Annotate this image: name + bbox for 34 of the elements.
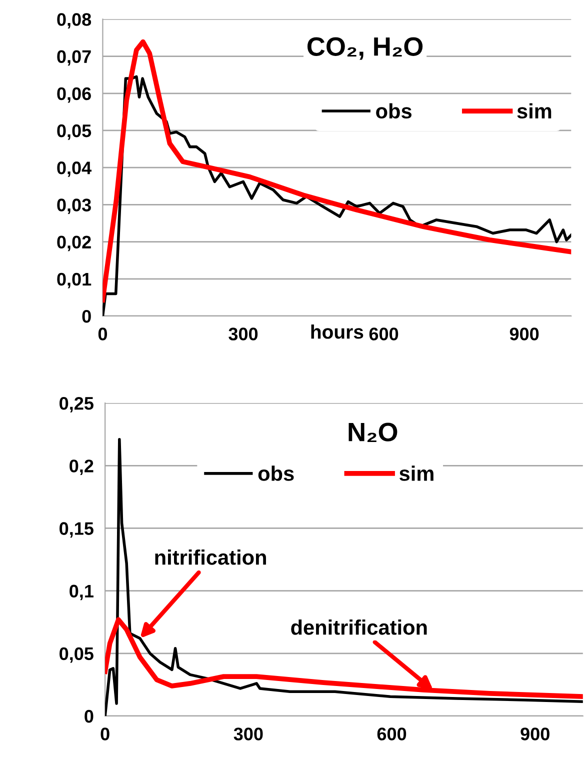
- legend-label: obs: [258, 466, 294, 481]
- y-tick-label: 0,02: [57, 236, 91, 252]
- x-tick-label: 300: [228, 328, 258, 340]
- y-tick-label: 0,03: [57, 198, 91, 214]
- text: N₂O: [348, 422, 398, 442]
- line-series: [105, 617, 583, 700]
- x-tick-label: 600: [369, 328, 398, 340]
- y-tick-label: 0: [82, 310, 91, 323]
- y-tick-label: 0,15: [60, 522, 94, 538]
- x-tick-label: 900: [520, 728, 550, 740]
- x-tick-label: 600: [377, 728, 406, 740]
- y-tick-label: 0,04: [57, 162, 92, 177]
- x-tick-label: 900: [510, 328, 539, 340]
- y-tick-label: 0,25: [60, 396, 94, 412]
- y-tick-label: 0,08: [57, 13, 92, 29]
- x-tick-label: 300: [234, 728, 263, 740]
- y-tick-label: 0,2: [70, 460, 94, 475]
- annotation: nitrification: [155, 550, 266, 565]
- x-tick-label: 0: [98, 328, 108, 340]
- y-tick-label: 0,07: [57, 50, 91, 66]
- y-tick-label: 0,05: [60, 647, 94, 663]
- y-tick-label: 0,05: [57, 124, 92, 140]
- annotation: denitrification: [291, 620, 427, 635]
- y-tick-label: 0: [84, 710, 94, 723]
- line-series: [102, 39, 572, 302]
- legend-label: sim: [400, 466, 434, 481]
- y-tick-label: 0,01: [57, 272, 92, 288]
- y-tick-label: 0,06: [57, 87, 91, 103]
- y-tick-label: 0,1: [70, 584, 94, 600]
- legend-label: sim: [517, 103, 552, 119]
- legend-label: obs: [376, 103, 412, 119]
- text: CO₂, H₂O: [307, 37, 423, 60]
- x-axis-title: hours: [311, 324, 364, 339]
- x-tick-label: 0: [100, 728, 110, 740]
